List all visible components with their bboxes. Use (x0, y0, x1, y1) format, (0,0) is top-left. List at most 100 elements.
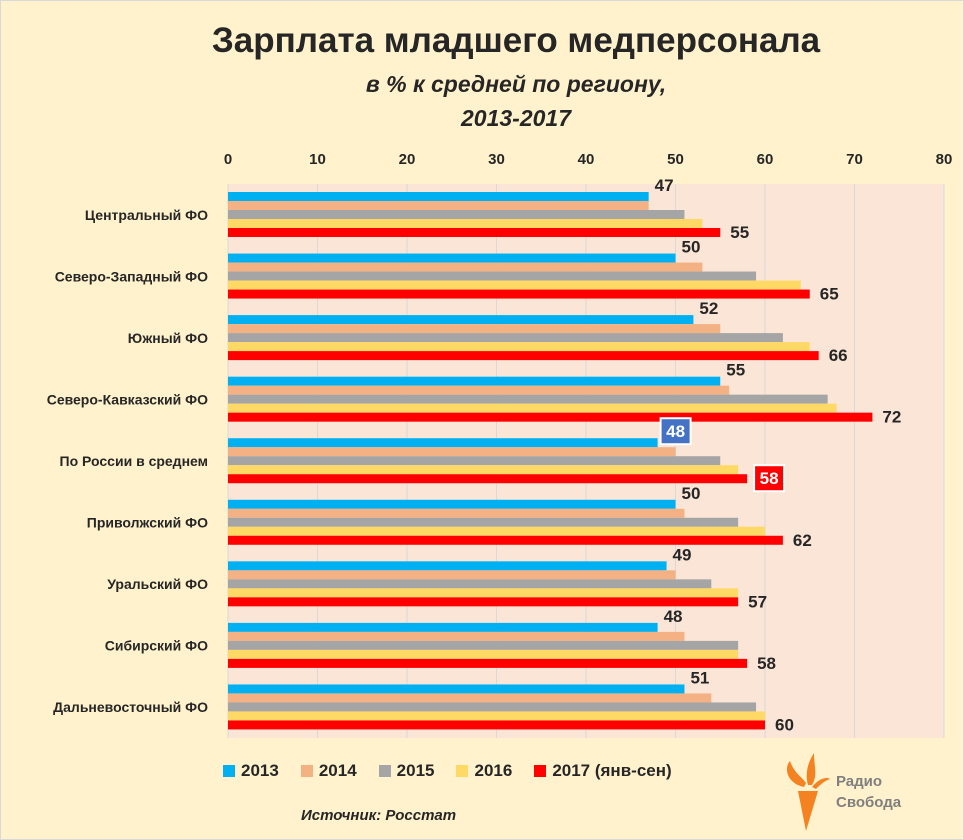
data-label: 52 (699, 299, 718, 318)
data-label: 72 (882, 408, 901, 427)
x-tick-label: 80 (936, 151, 953, 168)
legend-swatch (223, 765, 235, 777)
legend-item: 2014 (300, 761, 357, 781)
x-tick-label: 50 (667, 151, 684, 168)
bar-2017 (228, 720, 765, 730)
bar-2014 (228, 385, 730, 395)
torch-icon (786, 753, 830, 831)
bar-2017 (228, 228, 721, 237)
bar-2013 (228, 438, 658, 448)
bar-2013 (228, 499, 676, 509)
category-label: Северо-Западный ФО (55, 268, 208, 284)
category-label: Южный ФО (128, 330, 208, 346)
legend-label: 2014 (318, 761, 357, 780)
bar-2016 (228, 588, 739, 598)
x-tick-label: 70 (846, 151, 863, 168)
chart-title: Зарплата младшего медперсонала (211, 21, 821, 60)
legend-swatch (300, 765, 313, 777)
bar-2015 (228, 394, 828, 404)
data-label: 48 (664, 607, 683, 626)
legend-swatch (378, 765, 391, 777)
bar-2017 (228, 412, 873, 422)
legend-label: 2015 (396, 761, 435, 780)
data-label: 50 (682, 238, 701, 257)
bar-2014 (228, 570, 676, 580)
data-label: 47 (655, 176, 674, 195)
bar-2013 (228, 561, 667, 571)
legend-item: 2017 (янв-сен) (534, 761, 672, 781)
legend-swatch (534, 765, 547, 777)
bar-2017 (228, 535, 783, 545)
bar-2013 (228, 622, 658, 632)
legend-item: 2016 (456, 761, 512, 781)
data-label: 66 (829, 346, 848, 365)
bar-2017 (228, 289, 810, 299)
source-note: Источник: Росстат (301, 807, 457, 824)
bar-2016 (228, 280, 801, 290)
data-label: 65 (820, 285, 839, 304)
category-label: По России в среднем (60, 453, 208, 469)
data-label: 58 (757, 654, 776, 673)
bar-2017 (228, 658, 748, 668)
bar-2013 (228, 192, 649, 201)
data-label-box (659, 417, 692, 446)
bar-2015 (228, 210, 685, 219)
category-label: Северо-Кавказский ФО (47, 391, 208, 407)
bar-2013 (228, 376, 721, 386)
x-tick-label: 40 (578, 151, 595, 168)
bar-2015 (228, 640, 739, 650)
bar-2016 (228, 465, 739, 475)
bar-2014 (228, 324, 721, 334)
bar-2017 (228, 351, 819, 361)
legend-label: 2016 (474, 761, 513, 780)
bar-2014 (228, 447, 676, 457)
data-label: 57 (748, 592, 767, 611)
bar-2015 (228, 333, 783, 343)
bar-2013 (228, 253, 676, 263)
legend-item: 2013 (223, 761, 279, 781)
data-label: 60 (775, 715, 794, 734)
data-label: 55 (730, 223, 749, 242)
legend-item: 2015 (378, 761, 435, 781)
data-label: 48 (666, 422, 685, 441)
bar-2017 (228, 474, 748, 484)
bar-2015 (228, 271, 757, 281)
bar-2016 (228, 342, 810, 352)
data-label: 62 (793, 531, 812, 550)
bar-2014 (228, 508, 685, 518)
legend-label: 2017 (янв-сен) (552, 761, 672, 780)
bar-2015 (228, 702, 757, 712)
x-tick-label: 60 (757, 151, 774, 168)
x-tick-label: 30 (488, 151, 505, 168)
data-label: 50 (682, 484, 701, 503)
bar-2016 (228, 219, 703, 228)
logo-line-2: Свобода (836, 794, 902, 811)
legend-label: 2013 (241, 761, 279, 780)
category-label: Дальневосточный ФО (53, 699, 208, 715)
bar-2014 (228, 262, 703, 272)
bar-2013 (228, 315, 694, 325)
bar-2015 (228, 517, 739, 527)
bar-2013 (228, 684, 685, 694)
data-label: 55 (726, 361, 745, 380)
chart-subtitle-1: в % к средней по региону, (365, 71, 667, 97)
bar-2016 (228, 526, 765, 536)
legend: 2013 2014 2015 2016 2017 (янв-сен) (223, 761, 672, 781)
x-tick-label: 0 (224, 151, 232, 168)
x-tick-label: 10 (309, 151, 326, 168)
bar-2017 (228, 597, 739, 607)
bar-2014 (228, 631, 685, 641)
bar-2015 (228, 579, 712, 589)
category-label: Уральский ФО (107, 576, 208, 592)
bar-2016 (228, 403, 837, 413)
bar-2015 (228, 456, 721, 466)
data-label: 58 (760, 469, 779, 488)
bar-2014 (228, 201, 649, 210)
category-label: Приволжский ФО (87, 515, 208, 531)
category-label: Сибирский ФО (105, 638, 208, 654)
data-label-box (753, 464, 786, 493)
x-tick-label: 20 (399, 151, 416, 168)
legend-swatch (456, 765, 469, 777)
